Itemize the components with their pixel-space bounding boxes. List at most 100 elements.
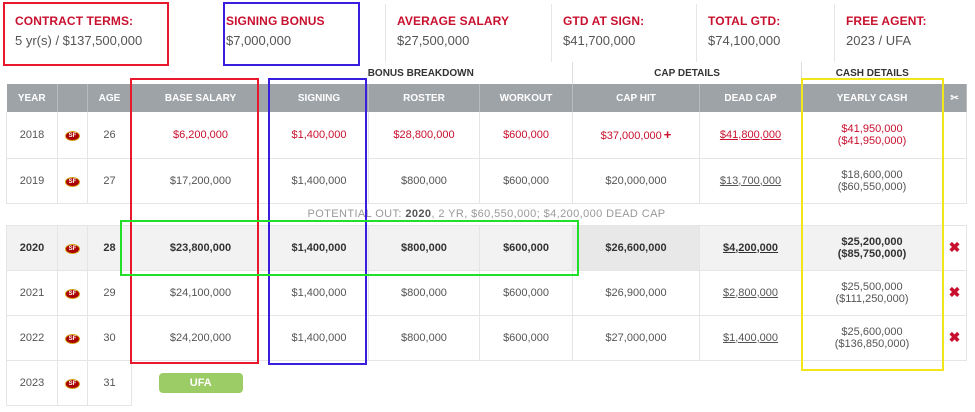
49ers-logo-icon: SF — [65, 379, 80, 389]
workout-cell: $600,000 — [479, 158, 574, 204]
gtd-at-sign: GTD AT SIGN: $41,700,000 — [552, 4, 697, 62]
49ers-logo-icon: SF — [65, 289, 80, 299]
col-yearly-cash[interactable]: YEARLY CASH — [801, 84, 944, 112]
yearly-cash-value: $25,500,000 — [841, 280, 903, 293]
yearly-cash-cell: $25,600,000 ($136,850,000) — [801, 315, 944, 361]
age-cell: 27 — [87, 158, 132, 204]
roster-cell: $800,000 — [368, 315, 480, 361]
year-cell: 2020 — [6, 225, 58, 271]
roster-cell: $800,000 — [368, 225, 480, 271]
summary-value: $7,000,000 — [226, 33, 292, 48]
col-age[interactable]: AGE — [87, 84, 132, 112]
group-cap-details: CAP DETAILS — [572, 62, 802, 84]
summary-label: AVERAGE SALARY — [397, 14, 510, 28]
summary-label: CONTRACT TERMS: — [15, 14, 134, 28]
signing-bonus: SIGNING BONUS $7,000,000 — [168, 4, 386, 62]
dead-cap-link[interactable]: $1,400,000 — [722, 331, 779, 344]
roster-cell: $800,000 — [368, 270, 480, 316]
col-roster[interactable]: ROSTER — [368, 84, 480, 112]
year-cell: 2019 — [6, 158, 58, 204]
table-row: 2018 SF 26 $6,200,000 $1,400,000 $28,800… — [6, 112, 968, 159]
signing-cell: $1,400,000 — [269, 315, 369, 361]
summary-value: $27,500,000 — [397, 33, 470, 48]
cumulative-cash-value: ($85,750,000) — [837, 247, 907, 260]
col-signing[interactable]: SIGNING — [269, 84, 369, 112]
summary-value: 2023 / UFA — [846, 33, 912, 48]
note-year: 2020 — [405, 208, 432, 220]
group-bonus-breakdown: BONUS BREAKDOWN — [269, 62, 573, 84]
dead-cap-link[interactable]: $41,800,000 — [719, 128, 782, 141]
remove-x-icon[interactable]: ✖ — [948, 284, 961, 300]
base-salary-cell: $17,200,000 — [131, 158, 270, 204]
49ers-logo-icon: SF — [65, 244, 80, 254]
summary-label: SIGNING BONUS — [226, 14, 325, 28]
signing-cell: $1,400,000 — [269, 225, 369, 271]
summary-label: GTD AT SIGN: — [563, 14, 645, 28]
dead-cap-link[interactable]: $13,700,000 — [719, 174, 782, 187]
note-prefix: POTENTIAL OUT: — [307, 208, 402, 220]
49ers-logo-icon: SF — [65, 177, 80, 187]
age-cell: 30 — [87, 315, 132, 361]
ufa-badge: UFA — [158, 372, 243, 393]
workout-cell: $600,000 — [479, 315, 574, 361]
yearly-cash-cell: $18,600,000 ($60,550,000) — [801, 158, 944, 204]
remove-x-icon[interactable]: ✖ — [948, 329, 961, 345]
workout-cell: $600,000 — [479, 270, 574, 316]
col-workout[interactable]: WORKOUT — [479, 84, 574, 112]
signing-cell: $1,400,000 — [269, 270, 369, 316]
year-cell: 2023 — [6, 360, 58, 406]
roster-cell: $28,800,000 — [368, 112, 480, 159]
summary-value: $41,700,000 — [563, 33, 636, 48]
scissors-icon[interactable]: ✂ — [942, 84, 968, 112]
cap-hit-cell: $37,000,000 + — [572, 112, 701, 159]
age-cell: 26 — [87, 112, 132, 159]
dead-cap-link[interactable]: $4,200,000 — [722, 241, 779, 254]
column-header-row: YEAR AGE BASE SALARY SIGNING ROSTER WORK… — [6, 84, 968, 112]
cap-hit-cell: $27,000,000 — [572, 315, 701, 361]
workout-cell: $600,000 — [479, 112, 574, 159]
yearly-cash-value: $25,200,000 — [841, 235, 903, 248]
cap-hit-cell: $20,000,000 — [572, 158, 701, 204]
potential-out-note: POTENTIAL OUT: 2020, 2 YR, $60,550,000; … — [6, 203, 967, 226]
remove-x-icon[interactable]: ✖ — [948, 239, 961, 255]
dead-cap-link[interactable]: $2,800,000 — [722, 286, 779, 299]
col-year[interactable]: YEAR — [6, 84, 58, 112]
age-cell: 28 — [87, 225, 132, 271]
year-cell: 2022 — [6, 315, 58, 361]
table-row-current: 2020 SF 28 $23,800,000 $1,400,000 $800,0… — [6, 225, 968, 271]
col-dead-cap[interactable]: DEAD CAP — [699, 84, 803, 112]
contract-summary: CONTRACT TERMS: 5 yr(s) / $137,500,000 S… — [4, 4, 967, 62]
table-row: 2022 SF 30 $24,200,000 $1,400,000 $800,0… — [6, 315, 968, 361]
year-cell: 2021 — [6, 270, 58, 316]
table-row: 2019 SF 27 $17,200,000 $1,400,000 $800,0… — [6, 158, 968, 204]
contract-table: BONUS BREAKDOWN CAP DETAILS CASH DETAILS… — [6, 62, 968, 406]
cap-hit-value: $37,000,000 — [600, 130, 662, 143]
col-base-salary[interactable]: BASE SALARY — [131, 84, 270, 112]
49ers-logo-icon: SF — [65, 131, 80, 142]
base-salary-cell: $6,200,000 — [131, 112, 270, 159]
roster-cell: $800,000 — [368, 158, 480, 204]
table-row: 2021 SF 29 $24,100,000 $1,400,000 $800,0… — [6, 270, 968, 316]
base-salary-cell: $24,200,000 — [131, 315, 270, 361]
col-team — [57, 84, 88, 112]
cap-hit-cell: $26,600,000 — [572, 225, 701, 271]
summary-label: FREE AGENT: — [846, 14, 927, 28]
age-cell: 29 — [87, 270, 132, 316]
49ers-logo-icon: SF — [65, 334, 80, 344]
summary-label: TOTAL GTD: — [708, 14, 781, 28]
plus-icon[interactable]: + — [663, 127, 672, 143]
signing-cell: $1,400,000 — [269, 158, 369, 204]
contract-terms: CONTRACT TERMS: 5 yr(s) / $137,500,000 — [4, 4, 168, 62]
note-text: , 2 YR, $60,550,000; $4,200,000 DEAD CAP — [431, 208, 666, 220]
yearly-cash-cell: $41,950,000 ($41,950,000) — [801, 112, 944, 159]
yearly-cash-cell: $25,200,000 ($85,750,000) — [801, 225, 944, 271]
cap-hit-cell: $26,900,000 — [572, 270, 701, 316]
age-cell: 31 — [87, 360, 132, 406]
free-agent: FREE AGENT: 2023 / UFA — [835, 4, 967, 62]
table-row-free-agent: 2023 SF 31 UFA — [6, 360, 967, 406]
yearly-cash-value: $41,950,000 — [841, 122, 903, 135]
workout-cell: $600,000 — [479, 225, 574, 271]
cumulative-cash-value: ($111,250,000) — [835, 292, 909, 305]
col-cap-hit[interactable]: CAP HIT — [572, 84, 701, 112]
yearly-cash-value: $18,600,000 — [841, 168, 903, 181]
